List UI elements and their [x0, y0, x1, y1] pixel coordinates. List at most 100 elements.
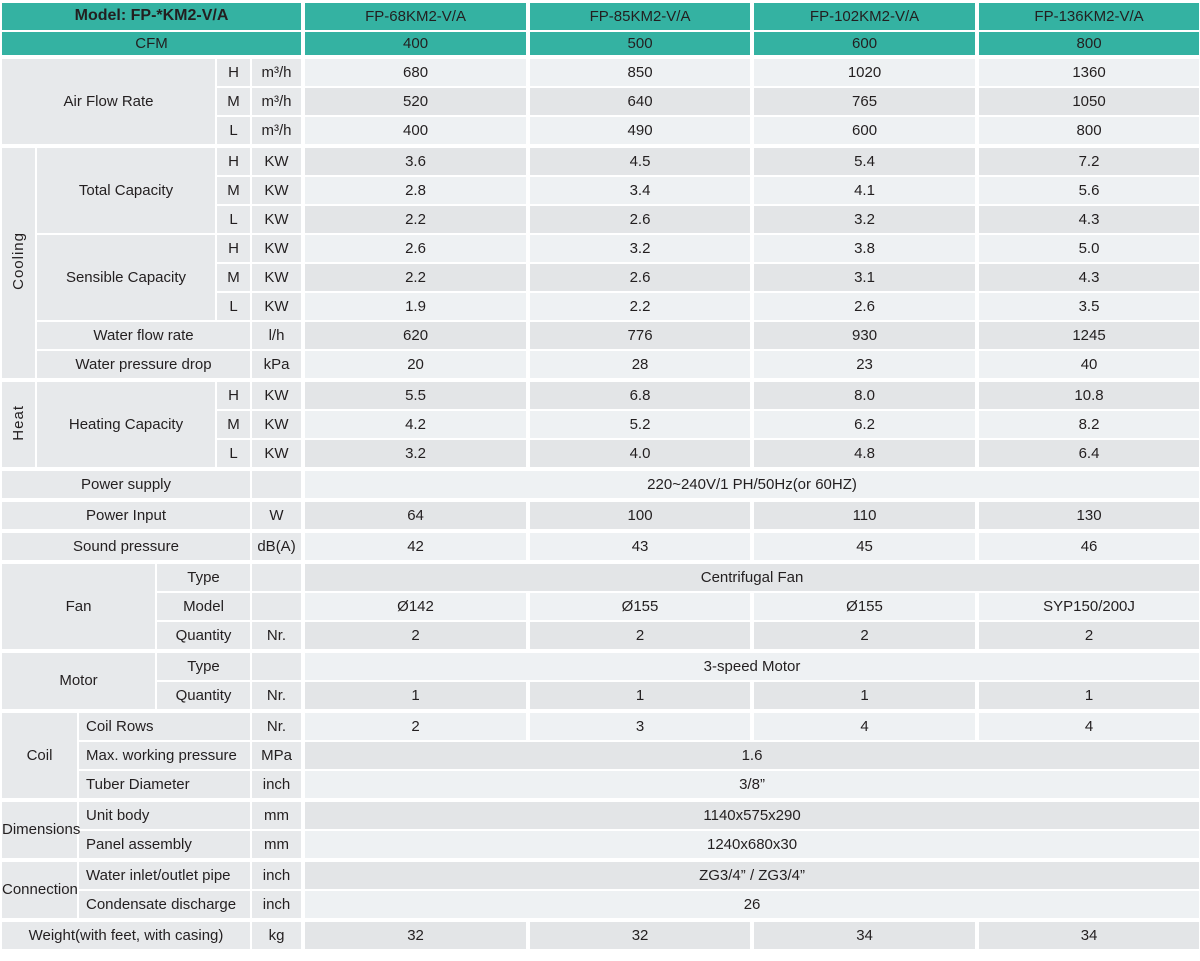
model-header-row: Model: FP-*KM2-V/A FP-68KM2-V/A FP-85KM2… [0, 1, 1200, 32]
value-cell: 1.9 [301, 291, 531, 322]
value-cell: Ø155 [750, 591, 980, 622]
value-cell: 3.4 [526, 175, 755, 206]
value-cell: 6.8 [526, 378, 755, 411]
row-airflow-l: L m³/h 400 490 600 800 [1, 115, 1200, 147]
row-water-pressure-drop: Water pressure drop kPa 20 28 23 40 [1, 349, 1200, 381]
unit-cell: mm [249, 829, 305, 861]
value-cell: 6.4 [975, 438, 1200, 470]
value-cell: 2 [975, 620, 1200, 652]
value-cell: 680 [301, 55, 531, 88]
model-column-header: FP-68KM2-V/A [301, 1, 531, 32]
dimensions-category-label: Dimensions [0, 798, 80, 861]
max-working-pressure-label: Max. working pressure [77, 740, 252, 771]
speed-cell: M [215, 175, 252, 206]
value-cell: 800 [975, 115, 1200, 147]
cfm-value: 600 [750, 30, 980, 58]
row-coil-rows: Coil Coil Rows Nr. 2 3 4 4 [0, 709, 1200, 801]
value-cell: 4.3 [975, 262, 1200, 293]
unit-cell: KW [249, 409, 305, 440]
unit-cell: l/h [249, 320, 305, 351]
fan-model-label: Model [155, 591, 252, 622]
unit-cell: inch [249, 858, 305, 891]
value-cell: 3.5 [975, 291, 1200, 322]
speed-cell: H [215, 144, 252, 177]
value-cell: 110 [750, 498, 980, 532]
panel-assembly-value: 1240x680x30 [301, 829, 1200, 861]
unit-cell: Nr. [249, 709, 305, 742]
value-cell: 42 [301, 529, 531, 563]
coil-category-label: Coil [0, 709, 79, 801]
value-cell: 1360 [975, 55, 1200, 88]
value-cell: 1020 [750, 55, 980, 88]
row-condensate-discharge: Condensate discharge inch 26 [1, 889, 1200, 921]
water-flow-rate-label: Water flow rate [35, 320, 252, 351]
cfm-value: 800 [975, 30, 1200, 58]
value-cell: 64 [301, 498, 531, 532]
fan-type-label: Type [155, 560, 252, 593]
unit-cell-empty [249, 591, 305, 622]
value-cell: 490 [526, 115, 755, 147]
value-cell: 3.2 [750, 204, 980, 235]
value-cell: 776 [526, 320, 755, 351]
value-cell: 43 [526, 529, 755, 563]
value-cell: 7.2 [975, 144, 1200, 177]
unit-cell-empty [249, 649, 305, 682]
value-cell: 620 [301, 320, 531, 351]
speed-cell: H [215, 55, 252, 88]
unit-cell: kPa [249, 349, 305, 381]
value-cell: 4.1 [750, 175, 980, 206]
row-sensible-capacity-m: M KW 2.2 2.6 3.1 4.3 [1, 262, 1200, 293]
value-cell: 4.0 [526, 438, 755, 470]
unit-cell: W [249, 498, 305, 532]
unit-cell-empty [249, 560, 305, 593]
value-cell: 100 [526, 498, 755, 532]
tuber-diameter-label: Tuber Diameter [77, 769, 252, 801]
row-fan-quantity: Quantity Nr. 2 2 2 2 [1, 620, 1200, 652]
motor-type-value: 3-speed Motor [301, 649, 1200, 682]
value-cell: 5.0 [975, 233, 1200, 264]
unit-cell: Nr. [249, 680, 305, 712]
value-cell: 28 [526, 349, 755, 381]
unit-cell: m³/h [249, 86, 305, 117]
row-power-input: Power Input W 64 100 110 130 [0, 498, 1200, 532]
weight-label: Weight(with feet, with casing) [0, 918, 252, 951]
value-cell: 3.1 [750, 262, 980, 293]
value-cell: 850 [526, 55, 755, 88]
cfm-label: CFM [0, 30, 305, 58]
row-total-capacity-h: Cooling Total Capacity H KW 3.6 4.5 5.4 … [0, 144, 1200, 381]
value-cell: 5.5 [301, 378, 531, 411]
value-cell: 32 [526, 918, 755, 951]
row-water-flow-rate: Water flow rate l/h 620 776 930 1245 [1, 320, 1200, 351]
unit-cell: m³/h [249, 55, 305, 88]
motor-type-label: Type [155, 649, 252, 682]
row-max-working-pressure: Max. working pressure MPa 1.6 [1, 740, 1200, 771]
airflow-label: Air Flow Rate [0, 55, 217, 147]
power-supply-label: Power supply [0, 467, 252, 501]
value-cell: 4.5 [526, 144, 755, 177]
unit-cell: KW [249, 291, 305, 322]
value-cell: 46 [975, 529, 1200, 563]
value-cell: 400 [301, 115, 531, 147]
value-cell: 2.6 [301, 233, 531, 264]
row-airflow-m: M m³/h 520 640 765 1050 [1, 86, 1200, 117]
value-cell: 4.3 [975, 204, 1200, 235]
value-cell: 5.2 [526, 409, 755, 440]
value-cell: 8.2 [975, 409, 1200, 440]
motor-quantity-label: Quantity [155, 680, 252, 712]
value-cell: 6.2 [750, 409, 980, 440]
value-cell: 34 [975, 918, 1200, 951]
speed-cell: L [215, 204, 252, 235]
unit-cell: KW [249, 378, 305, 411]
value-cell: 8.0 [750, 378, 980, 411]
row-panel-assembly: Panel assembly mm 1240x680x30 [1, 829, 1200, 861]
value-cell: 2 [526, 620, 755, 652]
condensate-discharge-label: Condensate discharge [77, 889, 252, 921]
model-title: Model: FP-*KM2-V/A [0, 1, 305, 32]
unit-cell: kg [249, 918, 305, 951]
value-cell: 2 [301, 709, 531, 742]
motor-category-label: Motor [0, 649, 157, 712]
unit-cell: dB(A) [249, 529, 305, 563]
coil-rows-label: Coil Rows [77, 709, 252, 742]
row-airflow-h: Air Flow Rate H m³/h 680 850 1020 1360 [0, 55, 1200, 147]
heat-category-label: Heat [0, 378, 37, 470]
